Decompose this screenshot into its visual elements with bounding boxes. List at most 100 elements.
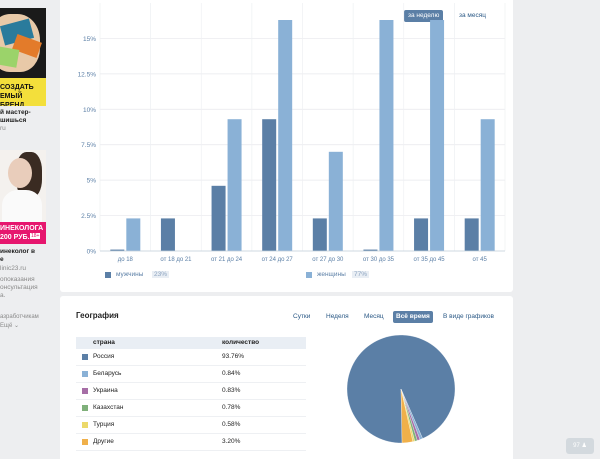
- country-name: Турция: [93, 421, 115, 428]
- bar-male: [262, 119, 277, 251]
- x-tick-label: от 24 до 27: [262, 257, 294, 263]
- x-tick-label: от 30 до 35: [363, 257, 395, 263]
- ad-banner-line: ЕМЫЙ БРЕНД: [0, 93, 25, 106]
- table-row: Россия 93.76%: [76, 349, 306, 366]
- ad-desc-line: онсультация: [0, 284, 38, 291]
- people-icon: ♟: [581, 443, 587, 449]
- period-month-button[interactable]: за месяц: [459, 12, 486, 19]
- ad-title-cont[interactable]: е: [0, 256, 4, 263]
- country-name: Украина: [93, 387, 118, 394]
- ad-title[interactable]: й мастер-: [0, 109, 31, 116]
- country-share: 0.83%: [222, 387, 241, 394]
- y-tick-label: 2.5%: [81, 213, 96, 220]
- geography-title: География: [76, 311, 119, 320]
- country-color-swatch: [82, 422, 88, 428]
- table-row: Украина 0.83%: [76, 383, 306, 400]
- chat-widget[interactable]: 97 ♟: [566, 438, 594, 454]
- x-tick-label: от 18 до 21: [160, 257, 192, 263]
- bar-female: [126, 218, 141, 251]
- table-row: Казахстан 0.78%: [76, 400, 306, 417]
- bar-female: [227, 119, 242, 251]
- country-share: 0.84%: [222, 370, 241, 377]
- x-tick-label: от 35 до 45: [413, 257, 445, 263]
- geography-panel: География Сутки Неделя Месяц Всё время В…: [60, 296, 513, 459]
- country-name: Казахстан: [93, 404, 124, 411]
- country-color-swatch: [82, 388, 88, 394]
- country-color-swatch: [82, 354, 88, 360]
- more-link[interactable]: Ещё ⌄: [0, 323, 19, 329]
- widget-count: 97: [573, 443, 580, 449]
- legend-share-male: 23%: [152, 271, 170, 278]
- y-tick-label: 12.5%: [78, 71, 97, 78]
- age-sex-chart-panel: за неделю за месяц 0% 2.5% 5% 7.5% 10% 12.5% 1…: [60, 0, 513, 292]
- ad-banner-line: СОЗДАТЬ: [0, 84, 34, 91]
- col-country-header: страна: [93, 339, 115, 346]
- country-color-swatch: [82, 405, 88, 411]
- country-color-swatch: [82, 371, 88, 377]
- y-tick-label: 7.5%: [81, 142, 96, 149]
- geography-pie-chart: [346, 334, 456, 444]
- ad-banner-line: ИНЕКОЛОГА: [0, 225, 44, 232]
- y-tick-label: 5%: [87, 178, 97, 185]
- left-ads-column: СОЗДАТЬ ЕМЫЙ БРЕНД й мастер- шишься ru И…: [0, 0, 52, 459]
- ad-banner-line: 200 РУБ.: [0, 234, 30, 241]
- age-badge: 18+: [30, 233, 41, 239]
- bar-male: [312, 218, 327, 251]
- country-color-swatch: [82, 439, 88, 445]
- ad-title[interactable]: инеколог в: [0, 248, 36, 255]
- bar-male: [211, 185, 226, 251]
- age-bar-chart: 0% 2.5% 5% 7.5% 10% 12.5% 15% до 18 от 18 до 21 о…: [78, 3, 506, 263]
- ad-title-cont[interactable]: шишься: [0, 117, 27, 124]
- bar-female: [430, 20, 445, 252]
- table-header: страна количество: [76, 337, 306, 349]
- tab-week[interactable]: Неделя: [326, 313, 349, 320]
- ad-banner-text: СОЗДАТЬ ЕМЫЙ БРЕНД: [0, 78, 46, 106]
- y-tick-label: 15%: [83, 36, 96, 43]
- tab-day[interactable]: Сутки: [293, 313, 311, 320]
- ad-desc-line: опоказания: [0, 276, 35, 283]
- tab-as-charts[interactable]: В виде графиков: [443, 313, 495, 320]
- country-name: Беларусь: [93, 370, 122, 377]
- x-tick-label: до 18: [118, 257, 134, 263]
- country-name: Россия: [93, 353, 115, 360]
- y-tick-label: 0%: [87, 249, 97, 256]
- bar-female: [379, 20, 394, 252]
- bar-male: [110, 249, 125, 251]
- table-row: Беларусь 0.84%: [76, 366, 306, 383]
- bar-male: [160, 218, 175, 251]
- ad-body-shape: [2, 190, 42, 228]
- col-count-header: количество: [222, 339, 260, 346]
- legend-swatch-female: [306, 272, 312, 278]
- country-share: 0.58%: [222, 421, 241, 428]
- footer-links: азработчикам Ещё ⌄: [0, 313, 39, 331]
- bar-male: [363, 249, 378, 251]
- developers-link[interactable]: азработчикам: [0, 314, 39, 320]
- table-row: Турция 0.58%: [76, 417, 306, 434]
- bar-female: [328, 151, 343, 251]
- x-tick-label: от 45: [473, 257, 488, 263]
- legend-label-male: мужчины: [116, 271, 144, 278]
- table-row: Другие 3.20%: [76, 434, 306, 451]
- pie-slice: [400, 388, 414, 444]
- bar-female: [480, 119, 495, 251]
- bar-male: [464, 218, 479, 251]
- ad-domain[interactable]: ru: [0, 125, 6, 132]
- country-share: 0.78%: [222, 404, 241, 411]
- tab-all-time[interactable]: Всё время: [393, 311, 433, 323]
- legend-swatch-male: [105, 272, 111, 278]
- ad-image-brand[interactable]: СОЗДАТЬ ЕМЫЙ БРЕНД: [0, 8, 46, 106]
- bar-female: [278, 20, 293, 252]
- ad-domain[interactable]: linic23.ru: [0, 265, 27, 272]
- x-tick-label: от 21 до 24: [211, 257, 243, 263]
- ad-desc-line: а.: [0, 292, 6, 299]
- legend-share-female: 77%: [352, 271, 370, 278]
- ad-color-block: [0, 46, 20, 68]
- period-week-button[interactable]: за неделю: [404, 10, 444, 22]
- x-tick-label: от 27 до 30: [312, 257, 344, 263]
- country-share: 93.76%: [222, 353, 245, 360]
- country-name: Другие: [93, 438, 114, 445]
- tab-month[interactable]: Месяц: [364, 313, 384, 320]
- bar-male: [414, 218, 429, 251]
- ad-face-shape: [8, 158, 32, 188]
- y-tick-label: 10%: [83, 107, 96, 114]
